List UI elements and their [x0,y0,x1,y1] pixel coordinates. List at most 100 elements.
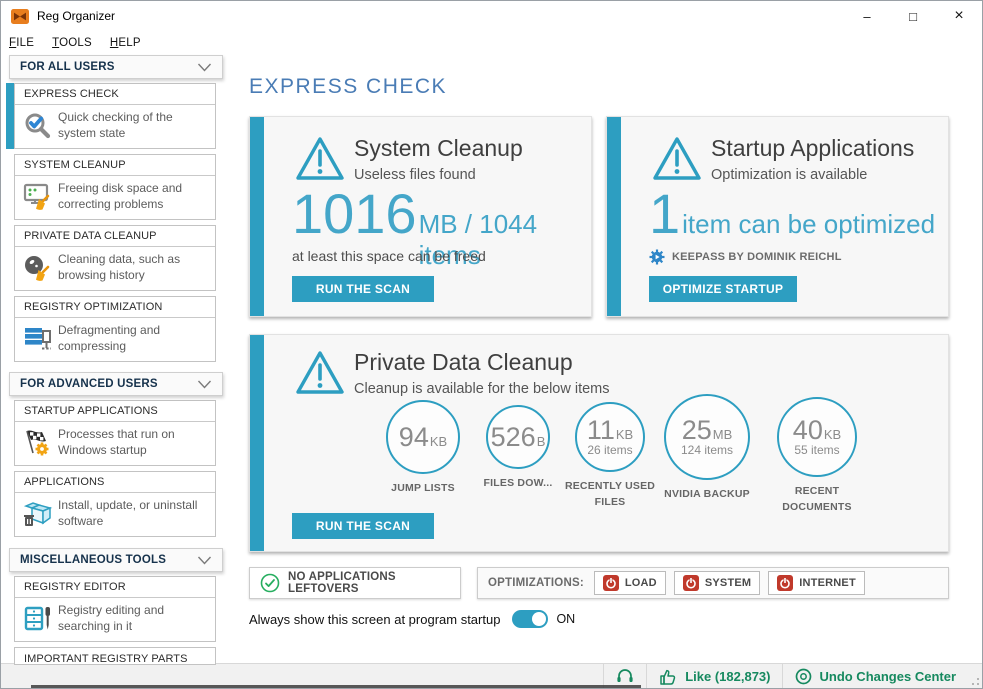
box-trash-icon [22,500,54,528]
resize-grip[interactable] [968,664,982,688]
menu-tools-hotkey: T [52,36,60,49]
defrag-icon [22,325,54,353]
card-accent-stripe [250,117,264,316]
status-bar: Like (182,873) Undo Changes Center [1,663,982,688]
sidebar-item-express-check[interactable]: EXPRESS CHECK Quick checking of the syst… [6,83,216,149]
system-cleanup-card: System Cleanup Useless files found 1016 … [249,116,592,317]
sidebar-section-for-advanced-users[interactable]: FOR ADVANCED USERS [9,372,223,396]
category-label: JUMP LISTS [391,482,455,494]
category-label: FILES DOW... [483,477,553,489]
category-size-value: 526 [490,421,536,452]
sidebar-item-registry-editor[interactable]: REGISTRY EDITOR Registry editing and sea… [14,576,216,642]
menu-help-rest: ELP [118,36,141,49]
optimize-startup-button[interactable]: OPTIMIZE STARTUP [649,276,797,302]
cleanup-category-recently-used-files[interactable]: 11 KB 26 items RECENTLY USED FILES [562,402,658,511]
card-title: Private Data Cleanup [354,349,573,375]
sidebar-item-private-data-cleanup[interactable]: PRIVATE DATA CLEANUP Cleaning data, such… [14,225,216,291]
startup-applications-card: Startup Applications Optimization is ava… [606,116,949,317]
optimization-button-label: LOAD [624,577,657,589]
menu-tools[interactable]: TOOLS [52,37,92,49]
optimization-system-button[interactable]: SYSTEM [673,571,761,595]
cleanup-category-files-downloaded[interactable]: 526 B FILES DOW... [470,405,566,492]
undo-target-icon [795,668,812,685]
toggle-knob [532,612,547,626]
category-item-count: 55 items [794,442,840,457]
card-subtitle: Useless files found [354,167,476,183]
run-scan-button[interactable]: RUN THE SCAN [292,513,434,539]
cleanup-category-jump-lists[interactable]: 94 KB JUMP LISTS [375,400,471,497]
monitor-broom-icon [22,183,54,211]
menu-help[interactable]: HELP [110,37,141,49]
like-label: Like (182,873) [685,668,771,684]
chevron-down-icon [197,63,212,72]
green-check-circle-icon [260,573,280,593]
run-scan-button[interactable]: RUN THE SCAN [292,276,434,302]
optimization-button-label: SYSTEM [704,577,752,589]
minimize-button[interactable]: – [863,8,871,24]
startup-item-label: KEEPASS BY DOMINIK REICHL [672,251,842,263]
sidebar-item-desc: Defragmenting and compressing [58,323,161,353]
sidebar-item-desc: Install, update, or uninstall software [58,498,198,528]
support-button[interactable] [604,664,646,688]
leftovers-label: NO APPLICATIONS LEFTOVERS [288,571,396,595]
sidebar-item-important-registry-parts[interactable]: IMPORTANT REGISTRY PARTS [14,647,216,665]
sidebar-item-title: PRIVATE DATA CLEANUP [15,226,215,247]
optimization-button-label: INTERNET [799,577,856,589]
sidebar-item-system-cleanup[interactable]: SYSTEM CLEANUP Freeing disk space and co… [14,154,216,220]
cleanup-size-value: 1016 [292,182,417,245]
card-title: Startup Applications [711,135,915,161]
page-title: EXPRESS CHECK [249,75,448,98]
applications-leftovers-status: NO APPLICATIONS LEFTOVERS [249,567,461,599]
thumbs-up-icon [659,668,678,685]
sidebar-item-desc: Quick checking of the system state [58,110,173,140]
private-data-cleanup-card: Private Data Cleanup Cleanup is availabl… [249,334,949,552]
card-title: System Cleanup [354,135,523,161]
category-size-unit: B [536,433,546,449]
menu-tools-rest: OOLS [59,36,92,49]
chevron-down-icon [197,380,212,389]
category-size-unit: KB [615,426,634,442]
gear-play-icon [649,249,665,265]
sidebar-item-startup-applications[interactable]: STARTUP APPLICATIONS Processes that run … [14,400,216,466]
category-item-count: 26 items [587,442,633,457]
optimization-load-button[interactable]: LOAD [593,571,666,595]
warning-triangle-icon [294,135,346,187]
sidebar-item-title: IMPORTANT REGISTRY PARTS [24,652,188,665]
close-button[interactable]: × [954,7,964,24]
optimizations-bar: OPTIMIZATIONS: LOAD SYSTEM INTERNET [477,567,949,599]
power-icon [602,575,619,591]
cleanup-category-recent-documents[interactable]: 40 KB 55 items RECENT DOCUMENTS [769,397,865,516]
startup-toggle-label: Always show this screen at program start… [249,611,501,627]
title-bar: Reg Organizer – □ × [1,1,982,31]
category-size-unit: MB [712,426,733,442]
undo-changes-center-button[interactable]: Undo Changes Center [783,664,968,688]
card-accent-stripe [250,335,264,551]
power-icon [682,575,699,591]
menu-file[interactable]: FILE [9,37,34,49]
category-size-value: 25 [681,414,712,445]
optimize-count-suffix: item can be optimized [682,209,936,239]
chevron-down-icon [197,556,212,565]
sidebar-item-title: EXPRESS CHECK [15,84,215,105]
category-label: RECENTLY USED FILES [564,480,656,508]
category-size-value: 94 [398,421,429,452]
menu-file-rest: ILE [16,36,35,49]
optimization-internet-button[interactable]: INTERNET [768,571,865,595]
maximize-button[interactable]: □ [909,8,917,24]
section-header-label: MISCELLANEOUS TOOLS [20,554,167,566]
menu-help-hotkey: H [109,36,119,49]
startup-toggle-switch[interactable] [512,610,549,628]
sidebar-item-desc: Processes that run on Windows startup [58,427,175,457]
sidebar-item-applications[interactable]: APPLICATIONS Install, update, or uninsta… [14,471,216,537]
sidebar-section-miscellaneous-tools[interactable]: MISCELLANEOUS TOOLS [9,548,223,572]
sidebar-item-title: REGISTRY EDITOR [15,577,215,598]
sidebar-section-for-all-users[interactable]: FOR ALL USERS [9,55,223,79]
sidebar-item-title: APPLICATIONS [15,472,215,493]
cleanup-category-nvidia-backup[interactable]: 25 MB 124 items NVIDIA BACKUP [659,394,755,503]
sidebar-item-registry-optimization[interactable]: REGISTRY OPTIMIZATION Defragmenting and … [14,296,216,362]
category-size-value: 40 [792,414,823,445]
cleanup-size-suffix: MB / 1044 items [418,209,538,270]
like-button[interactable]: Like (182,873) [647,664,782,688]
warning-triangle-icon [294,349,346,401]
